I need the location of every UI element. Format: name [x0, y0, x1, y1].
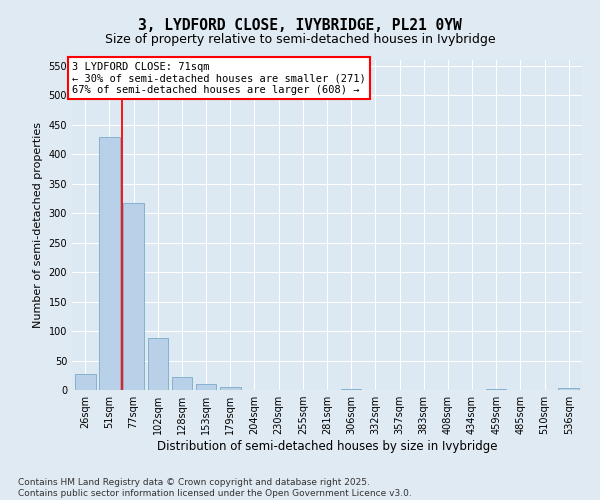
Bar	[124, 202, 144, 390]
Bar	[559, 388, 579, 390]
Bar	[148, 338, 168, 390]
Bar	[341, 389, 361, 390]
Bar	[172, 377, 192, 390]
Y-axis label: Number of semi-detached properties: Number of semi-detached properties	[33, 122, 43, 328]
Bar	[75, 374, 95, 390]
X-axis label: Distribution of semi-detached houses by size in Ivybridge: Distribution of semi-detached houses by …	[157, 440, 497, 453]
Bar	[99, 136, 120, 390]
Bar	[486, 389, 506, 390]
Text: Contains HM Land Registry data © Crown copyright and database right 2025.
Contai: Contains HM Land Registry data © Crown c…	[18, 478, 412, 498]
Bar	[196, 384, 217, 390]
Text: Size of property relative to semi-detached houses in Ivybridge: Size of property relative to semi-detach…	[104, 32, 496, 46]
Bar	[220, 387, 241, 390]
Text: 3, LYDFORD CLOSE, IVYBRIDGE, PL21 0YW: 3, LYDFORD CLOSE, IVYBRIDGE, PL21 0YW	[138, 18, 462, 32]
Text: 3 LYDFORD CLOSE: 71sqm
← 30% of semi-detached houses are smaller (271)
67% of se: 3 LYDFORD CLOSE: 71sqm ← 30% of semi-det…	[72, 62, 366, 95]
